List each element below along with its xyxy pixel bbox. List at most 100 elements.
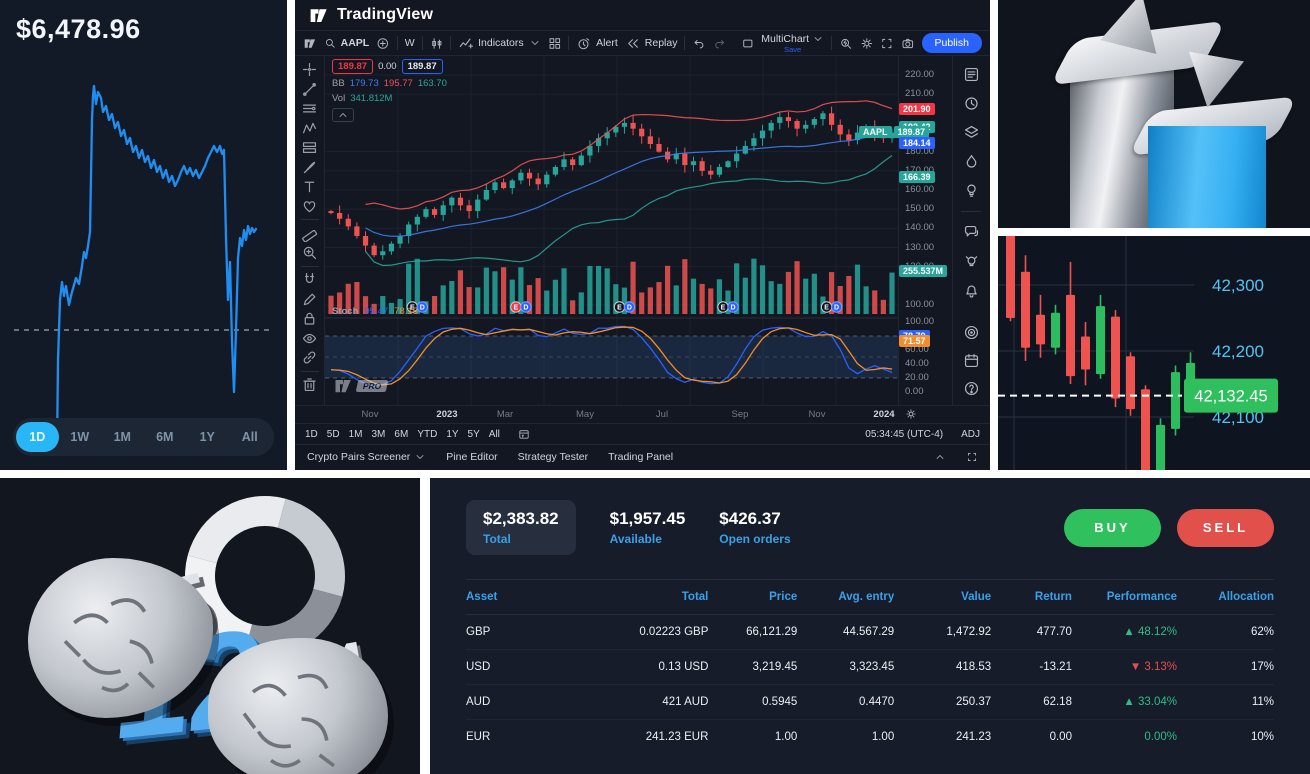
timeframe-1D[interactable]: 1D [305,428,318,440]
timeframe-1M[interactable]: 1M [348,428,363,440]
column-header-total[interactable]: Total [571,579,709,615]
range-1W[interactable]: 1W [70,430,90,444]
snapshot-camera-icon[interactable] [901,36,915,51]
link-tool-icon[interactable] [301,349,318,366]
go-to-date-icon[interactable] [518,428,530,440]
calendar-rail-icon[interactable] [963,352,980,369]
range-1D[interactable]: 1D [16,422,59,452]
flame-rail-icon[interactable] [963,153,980,170]
btc-candle-panel: 42,300 42,200 42,100 42,132.45 [998,236,1310,470]
clock-rail-icon[interactable] [963,95,980,112]
column-header-performance[interactable]: Performance [1071,579,1177,615]
price-cell: 0.5945 [708,684,798,720]
tab-strategy-tester[interactable]: Strategy Tester [518,451,588,463]
crosshair-tool-icon[interactable] [301,61,318,78]
compare-icon[interactable] [376,36,390,51]
column-header-allocation[interactable]: Allocation [1177,579,1274,615]
axis-settings-icon[interactable] [905,408,917,420]
legend-collapse-button[interactable] [332,108,354,122]
indicators-button[interactable]: Indicators [458,36,541,51]
multichart-select[interactable]: MultiChart Save [761,33,824,54]
panel-expand-icon[interactable] [934,451,946,463]
xabcd-tool-icon[interactable] [301,120,318,137]
time-axis-label: May [576,409,594,420]
divider [568,36,570,50]
pencil-tool-icon[interactable] [301,291,318,308]
position-tool-icon[interactable] [301,139,318,156]
save-label[interactable]: Save [784,44,802,54]
redo-icon[interactable] [713,36,727,51]
symbol-search[interactable]: AAPL [324,37,369,49]
table-row-usd[interactable]: USD 0.13 USD 3,219.45 3,323.45 418.53 -13.21 ▼… [466,649,1274,685]
drawing-toolbar [295,56,325,405]
range-6M[interactable]: 6M [156,430,174,444]
alert-button[interactable]: Alert [576,36,618,51]
timeframe-5D[interactable]: 5D [326,428,340,440]
list-rail-icon[interactable] [963,66,980,83]
price-axis[interactable]: 220.00 210.00 180.00 170.00 160.00 150.00 140.… [859,56,952,405]
range-All[interactable]: All [241,430,258,444]
eye-tool-icon[interactable] [301,330,318,347]
svg-text:D: D [420,305,425,312]
range-1M[interactable]: 1M [113,430,131,444]
timeframe-3M[interactable]: 3M [371,428,386,440]
timeframe-5Y[interactable]: 5Y [467,428,480,440]
ruler-tool-icon[interactable] [301,225,318,243]
bulb-rail-icon[interactable] [963,182,980,199]
axis-tick: 100.00 [905,299,935,310]
hlines-tool-icon[interactable] [301,100,318,117]
tab-crypto-pairs-screener[interactable]: Crypto Pairs Screener [307,451,426,463]
tv-mini-logo-icon[interactable] [303,36,317,51]
axis-tick: 160.00 [905,184,935,195]
layers-rail-icon[interactable] [963,124,980,141]
axis-tick: 170.00 [905,165,934,176]
bulb-rail-icon[interactable] [963,253,980,270]
lock-tool-icon[interactable] [301,310,318,327]
table-row-eur[interactable]: EUR 241.23 EUR 1.00 1.00 241.23 0.00 0.00% 10% [466,720,1274,755]
column-header-price[interactable]: Price [708,579,798,615]
axis-tick: 180.00 [905,145,935,157]
column-header-value[interactable]: Value [894,579,992,615]
panel-maximize-icon[interactable] [966,451,978,463]
sell-button[interactable]: SELL [1177,508,1274,547]
quick-search-icon[interactable] [839,36,853,51]
magnet-tool-icon[interactable] [301,271,318,288]
undo-icon[interactable] [692,36,706,51]
adj-toggle[interactable]: ADJ [961,428,980,440]
tab-label: Pine Editor [446,450,498,463]
bell-rail-icon[interactable] [963,282,980,299]
trendline-tool-icon[interactable] [301,81,318,98]
buy-button[interactable]: BUY [1064,508,1161,547]
timeframe-All[interactable]: All [488,428,500,440]
timeframe-1Y[interactable]: 1Y [446,428,459,440]
heart-tool-icon[interactable] [301,198,318,215]
range-1Y[interactable]: 1Y [199,430,215,444]
tab-pine-editor[interactable]: Pine Editor [446,451,497,463]
candle-style-icon[interactable] [430,36,444,51]
time-axis[interactable]: Nov 2023 Mar May Jul Sep Nov 2024 [295,405,990,423]
table-row-aud[interactable]: AUD 421 AUD 0.5945 0.4470 250.37 62.18 ▲ 33.04… [466,684,1274,720]
table-row-gbp[interactable]: GBP 0.02223 GBP 66,121.29 44.567.29 1,472.92… [466,614,1274,650]
brush-tool-icon[interactable] [301,159,318,176]
layout-square-icon[interactable] [741,36,755,51]
timeframe-6M[interactable]: 6M [394,428,409,440]
tab-trading-panel[interactable]: Trading Panel [608,451,673,463]
settings-gear-icon[interactable] [860,36,874,51]
brain-blob-left [28,558,213,718]
layout-grid-icon[interactable] [548,36,562,51]
timeframe-YTD[interactable]: YTD [417,428,438,440]
target-rail-icon[interactable] [963,324,980,341]
column-header-asset[interactable]: Asset [466,579,572,615]
text-tool-icon[interactable] [301,178,318,195]
column-header-avg-entry[interactable]: Avg. entry [797,579,895,615]
chat-rail-icon[interactable] [963,224,980,241]
interval-button[interactable]: W [404,37,415,49]
fullscreen-icon[interactable] [880,36,894,51]
zoomin-tool-icon[interactable] [301,244,318,261]
replay-button[interactable]: Replay [625,36,677,51]
column-header-return[interactable]: Return [991,579,1072,615]
help-rail-icon[interactable] [963,380,980,397]
trash-tool-icon[interactable] [301,376,318,393]
publish-button[interactable]: Publish [921,33,982,53]
